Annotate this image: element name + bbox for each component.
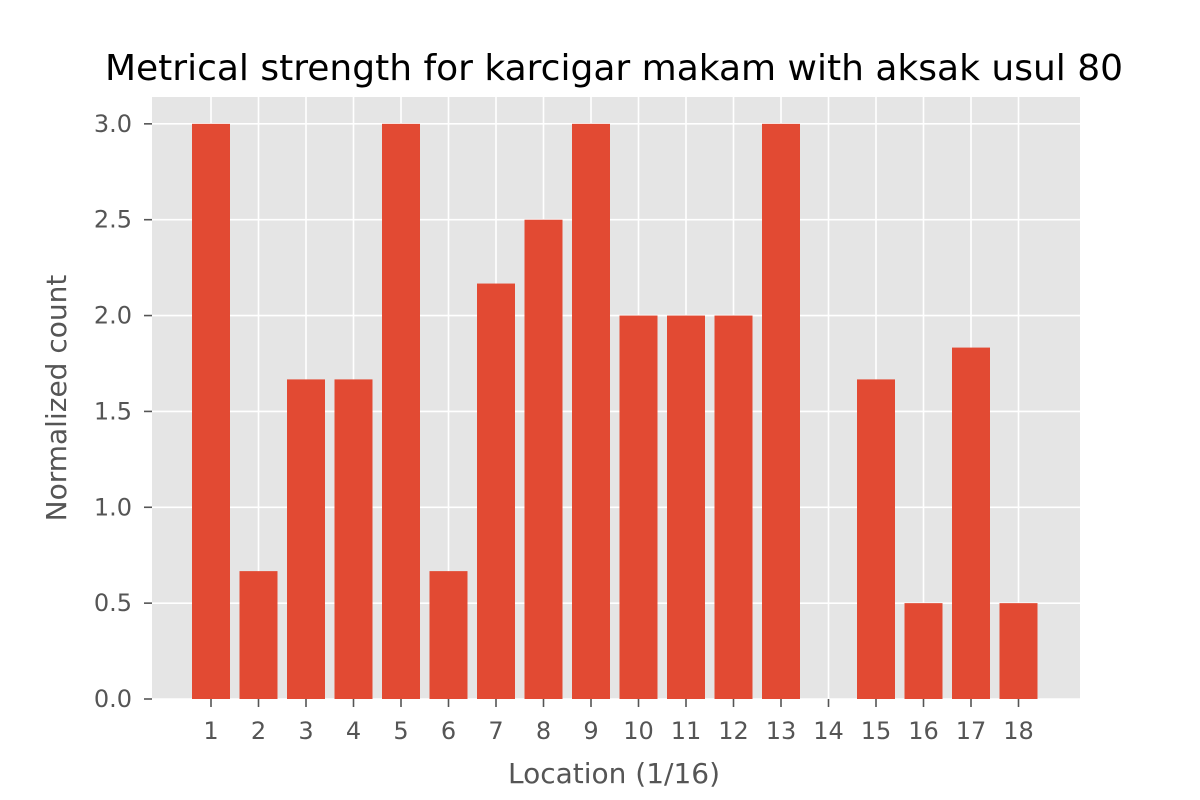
y-tick-label: 3.0: [94, 110, 132, 138]
x-tick-label: 9: [583, 717, 598, 745]
x-tick-label: 4: [346, 717, 361, 745]
chart-title: Metrical strength for karcigar makam wit…: [105, 48, 1123, 89]
x-axis-label: Location (1/16): [508, 757, 720, 790]
bar: [999, 603, 1038, 699]
bar: [857, 379, 895, 699]
y-tick-label: 1.0: [94, 493, 132, 521]
y-axis-label: Normalized count: [40, 275, 73, 522]
x-tick-label: 3: [298, 717, 313, 745]
x-axis-ticks: 1 2 3 4 5 6 7 8 9 10 11 12 13 14 15 16 17 18: [203, 699, 1034, 745]
x-tick-label: 1: [203, 717, 218, 745]
x-tick-label: 8: [536, 717, 551, 745]
bar: [477, 283, 515, 699]
x-tick-label: 18: [1003, 717, 1034, 745]
bar: [667, 315, 705, 699]
bar: [382, 123, 420, 700]
bar: [239, 571, 278, 699]
x-tick-label: 10: [623, 717, 654, 745]
x-tick-label: 6: [441, 717, 456, 745]
bar: [524, 219, 563, 700]
y-tick-label: 0.5: [94, 589, 132, 617]
y-tick-label: 2.0: [94, 302, 132, 330]
bar: [952, 347, 990, 699]
bar: [619, 315, 658, 699]
x-tick-label: 17: [956, 717, 987, 745]
y-tick-label: 1.5: [94, 397, 132, 425]
bar: [429, 571, 468, 699]
bar: [287, 379, 325, 699]
x-tick-label: 12: [718, 717, 749, 745]
x-tick-label: 11: [671, 717, 702, 745]
x-tick-label: 2: [251, 717, 266, 745]
bar: [192, 123, 230, 700]
bars: [192, 123, 1038, 700]
x-tick-label: 15: [861, 717, 892, 745]
y-axis-ticks: 0.0 0.5 1.0 1.5 2.0 2.5 3.0: [94, 110, 152, 713]
bar: [714, 315, 753, 699]
x-tick-label: 7: [488, 717, 503, 745]
bar: [762, 123, 800, 700]
y-tick-label: 0.0: [94, 685, 132, 713]
x-tick-label: 14: [813, 717, 844, 745]
bar: [572, 123, 610, 700]
y-tick-label: 2.5: [94, 206, 132, 234]
bar: [904, 603, 943, 699]
bar: [334, 379, 373, 699]
x-tick-label: 16: [908, 717, 939, 745]
x-tick-label: 5: [393, 717, 408, 745]
x-tick-label: 13: [766, 717, 797, 745]
